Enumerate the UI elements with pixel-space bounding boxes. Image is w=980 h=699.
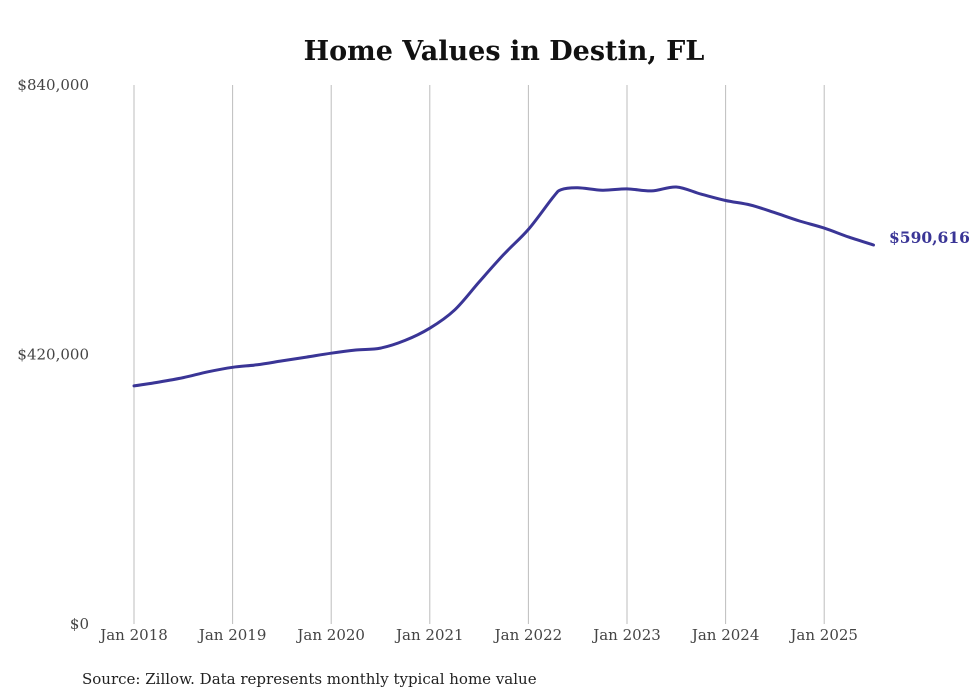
y-axis-tick-labels: $840,000 $420,000 $0 [17, 76, 89, 633]
home-value-line [132, 185, 875, 388]
x-tick-label: Jan 2022 [493, 626, 563, 644]
y-tick-label: $420,000 [17, 346, 89, 364]
y-tick-label: $0 [70, 615, 89, 633]
x-tick-label: Jan 2023 [591, 626, 661, 644]
x-tick-label: Jan 2019 [197, 626, 267, 644]
latest-value-label: $590,616 [889, 228, 970, 247]
x-tick-label: Jan 2021 [394, 626, 464, 644]
x-axis-tick-labels: Jan 2018 Jan 2019 Jan 2020 Jan 2021 Jan 2022… [98, 626, 858, 644]
chart-title: Home Values in Destin, FL [304, 36, 705, 67]
x-tick-label: Jan 2024 [690, 626, 760, 644]
x-tick-label: Jan 2025 [788, 626, 858, 644]
y-tick-label: $840,000 [17, 76, 89, 94]
x-tick-label: Jan 2018 [98, 626, 168, 644]
x-tick-label: Jan 2020 [295, 626, 365, 644]
source-note: Source: Zillow. Data represents monthly … [82, 670, 537, 688]
vertical-gridlines [133, 85, 825, 624]
